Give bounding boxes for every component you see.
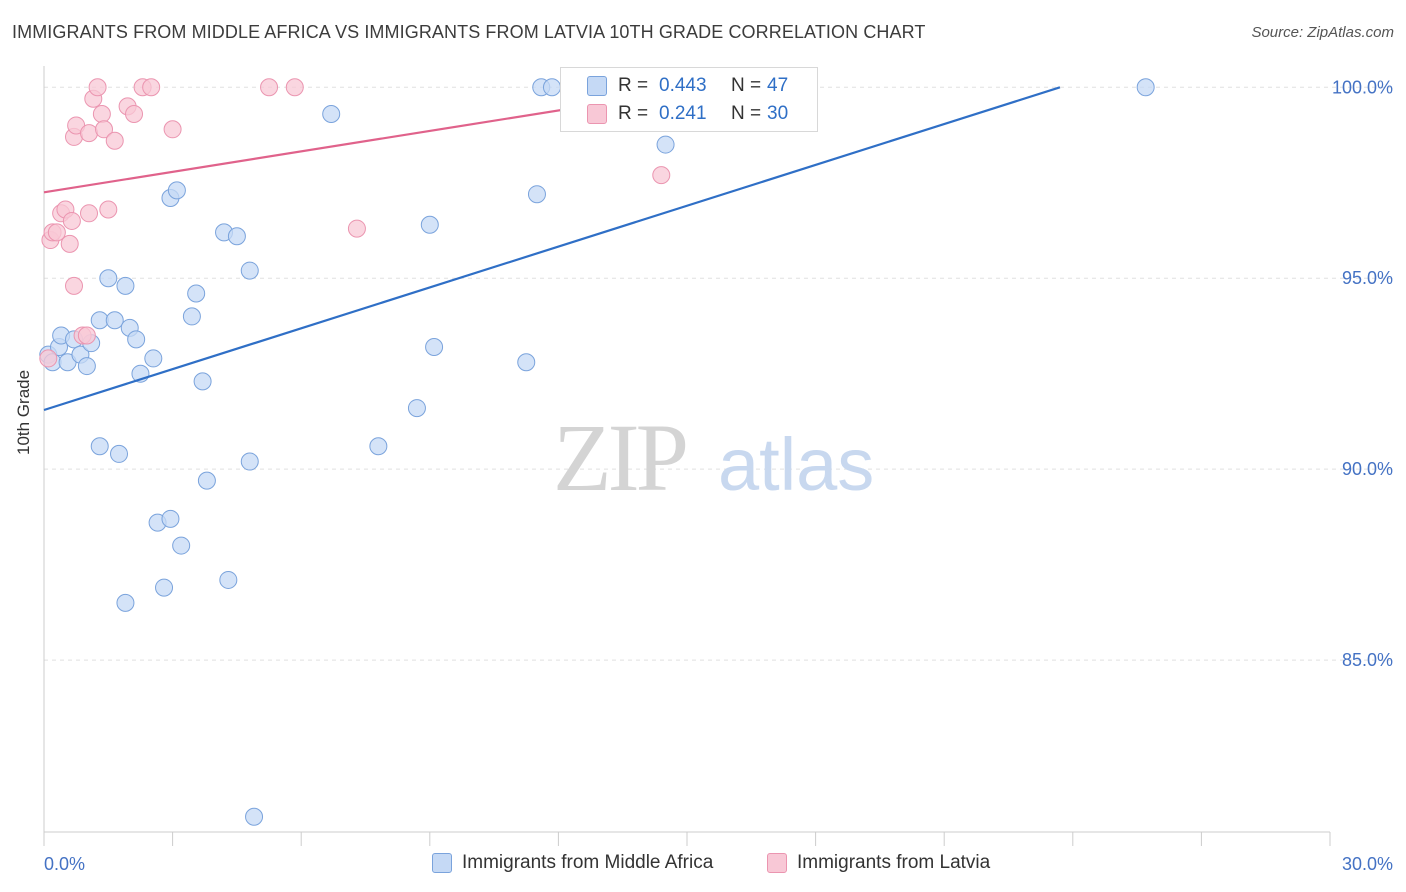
series-middle-africa <box>39 78 1155 826</box>
data-point <box>347 219 366 238</box>
data-point <box>62 211 81 230</box>
data-point <box>65 276 84 295</box>
source-note: Source: ZipAtlas.com <box>1251 24 1394 41</box>
data-point <box>39 349 58 368</box>
legend-swatch-pink <box>767 853 787 873</box>
legend-label: Immigrants from Latvia <box>797 852 991 873</box>
data-point <box>227 227 246 246</box>
r-label: R = <box>618 75 649 96</box>
data-point <box>161 509 180 528</box>
stats-swatch-pink <box>587 104 607 124</box>
data-point <box>187 284 206 303</box>
data-point <box>163 120 182 139</box>
n-label: N = <box>731 103 762 124</box>
data-point <box>88 78 107 97</box>
watermark: ZIP atlas <box>553 404 874 511</box>
data-point <box>155 578 174 597</box>
r-value: 0.443 <box>659 75 707 96</box>
data-point <box>99 269 118 288</box>
axes <box>43 66 1331 846</box>
y-tick-label: 90.0% <box>1342 459 1393 479</box>
n-value: 30 <box>767 103 789 124</box>
data-point <box>542 78 561 97</box>
data-point <box>110 444 129 463</box>
data-point <box>407 399 426 418</box>
data-point <box>116 276 135 295</box>
data-point <box>90 311 109 330</box>
data-point <box>77 357 96 376</box>
data-point <box>125 105 144 124</box>
legend-item-middle-africa[interactable]: Immigrants from Middle Africa <box>432 852 713 874</box>
data-point <box>425 337 444 356</box>
data-point <box>95 120 114 139</box>
data-point <box>240 261 259 280</box>
data-point <box>219 570 238 589</box>
data-point <box>656 135 675 154</box>
series-latvia <box>39 78 671 368</box>
n-label: N = <box>731 75 762 96</box>
y-tick-label: 95.0% <box>1342 268 1393 288</box>
legend: Immigrants from Middle Africa Immigrants… <box>0 852 1406 878</box>
data-point <box>369 437 388 456</box>
stats-row-latvia: R = 0.241 N = 30 <box>561 101 817 129</box>
data-point <box>77 326 96 345</box>
data-point <box>240 452 259 471</box>
data-point <box>127 330 146 349</box>
gridlines <box>44 86 1392 661</box>
data-point <box>80 124 99 143</box>
watermark-atlas: atlas <box>718 423 874 506</box>
r-value: 0.241 <box>659 103 707 124</box>
stats-swatch-blue <box>587 76 607 96</box>
data-point <box>172 536 191 555</box>
data-point <box>92 105 111 124</box>
data-point <box>142 78 161 97</box>
n-value: 47 <box>767 75 789 96</box>
r-label: R = <box>618 103 649 124</box>
legend-label: Immigrants from Middle Africa <box>462 852 714 873</box>
legend-swatch-blue <box>432 853 452 873</box>
data-point <box>90 437 109 456</box>
data-point <box>167 181 186 200</box>
y-tick-label: 100.0% <box>1332 77 1393 97</box>
data-point <box>193 372 212 391</box>
data-point <box>116 593 135 612</box>
data-point <box>420 215 439 234</box>
data-point <box>517 353 536 372</box>
chart-title: IMMIGRANTS FROM MIDDLE AFRICA VS IMMIGRA… <box>12 22 926 42</box>
trendlines <box>43 86 1061 412</box>
data-point <box>322 105 341 124</box>
stats-row-middle-africa: R = 0.443 N = 47 <box>561 73 817 101</box>
data-points <box>39 78 1155 826</box>
data-point <box>99 200 118 219</box>
data-point <box>80 204 99 223</box>
data-point <box>1136 78 1155 97</box>
data-point <box>144 349 163 368</box>
data-point <box>105 131 124 150</box>
trendline-middle-africa <box>43 86 1061 412</box>
x-tick-label: 30.0% <box>1342 854 1393 874</box>
data-point <box>197 471 216 490</box>
data-point <box>245 807 264 826</box>
data-point <box>260 78 279 97</box>
data-point <box>60 234 79 253</box>
data-point <box>285 78 304 97</box>
x-tick-label: 0.0% <box>44 854 85 874</box>
data-point <box>182 307 201 326</box>
stats-box: R = 0.443 N = 47 R = 0.241 N = 30 <box>560 67 818 132</box>
data-point <box>652 166 671 185</box>
tick-labels: 100.0% 95.0% 90.0% 85.0% 0.0% 30.0% <box>44 77 1393 874</box>
data-point <box>527 185 546 204</box>
legend-item-latvia[interactable]: Immigrants from Latvia <box>767 852 990 874</box>
data-point <box>47 223 66 242</box>
watermark-zip: ZIP <box>553 404 686 511</box>
y-tick-label: 85.0% <box>1342 650 1393 670</box>
data-point <box>105 311 124 330</box>
